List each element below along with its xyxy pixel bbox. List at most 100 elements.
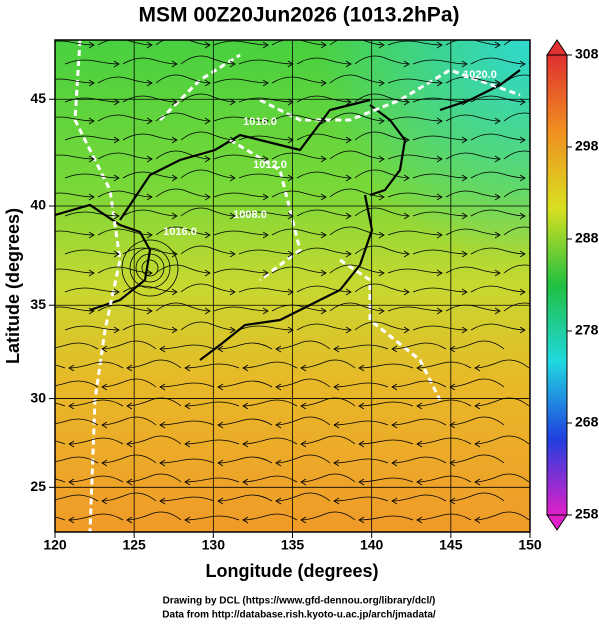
streamline [445, 114, 501, 122]
streamline [354, 321, 410, 331]
streamline [445, 228, 501, 236]
stream-arrow [184, 364, 191, 372]
stream-arrow [519, 98, 526, 106]
colorbar-extend [546, 39, 568, 56]
stream-arrow [300, 402, 307, 410]
streamline [68, 361, 124, 369]
stream-arrow [171, 136, 178, 144]
contour-label: 1008.0 [233, 209, 267, 221]
stream-arrow [217, 497, 224, 505]
streamline [180, 169, 236, 179]
streamline [391, 494, 447, 502]
stream-arrow [320, 231, 327, 239]
stream-arrow [378, 41, 385, 49]
vortex [121, 239, 179, 297]
stream-arrow [416, 440, 423, 448]
streamline [474, 397, 530, 407]
streamline [159, 382, 215, 388]
stream-arrow [287, 136, 294, 144]
stream-arrow [391, 497, 398, 505]
streamline [55, 402, 66, 407]
streamline [503, 188, 530, 198]
stream-arrow [449, 345, 456, 353]
streamline [180, 55, 236, 65]
stream-arrow [358, 478, 365, 486]
streamline [68, 399, 124, 407]
stream-arrow [519, 136, 526, 144]
streamline [474, 435, 530, 445]
stream-arrow [44, 422, 49, 428]
streamline [0, 421, 40, 425]
streamline [238, 287, 294, 293]
streamline [354, 245, 410, 255]
stream-arrow [378, 307, 385, 315]
streamline [358, 401, 414, 407]
stream-arrow [126, 402, 133, 410]
stream-arrow [461, 326, 468, 334]
stream-arrow [403, 174, 410, 182]
stream-arrow [68, 440, 75, 448]
streamline [449, 378, 505, 388]
streamline [55, 116, 95, 122]
streamline [271, 190, 327, 198]
streamline [329, 74, 385, 84]
stream-arrow [333, 383, 340, 391]
stream-arrow [578, 61, 583, 67]
stream-arrow [101, 497, 108, 505]
stream-arrow [358, 402, 365, 410]
stream-arrow [300, 440, 307, 448]
streamline [184, 439, 240, 445]
streamline [242, 361, 298, 369]
streamline [416, 513, 472, 521]
streamline [275, 378, 331, 388]
stream-arrow [126, 516, 133, 524]
streamline [296, 133, 352, 141]
streamline [122, 95, 178, 103]
streamline [55, 478, 66, 483]
stream-arrow [519, 212, 526, 220]
streamline [122, 323, 178, 331]
streamline [55, 154, 95, 160]
streamline [97, 152, 153, 160]
stream-arrow [126, 440, 133, 448]
streamline [445, 190, 501, 198]
streamline [300, 397, 356, 407]
stream-arrow [146, 41, 153, 49]
stream-arrow [391, 421, 398, 429]
stream-arrow [345, 288, 352, 296]
stream-arrow [217, 383, 224, 391]
y-tick-label: 25 [30, 478, 46, 494]
streamline [55, 306, 95, 312]
stream-arrow [113, 250, 120, 258]
x-tick-label: 145 [439, 537, 463, 553]
stream-arrow [68, 478, 75, 486]
streamline [64, 135, 120, 141]
stream-arrow [461, 174, 468, 182]
streamline [126, 397, 182, 407]
streamline [387, 40, 443, 46]
stream-arrow [113, 60, 120, 68]
streamline [333, 344, 389, 350]
streamline [122, 133, 178, 141]
stream-arrow [217, 345, 224, 353]
streamline [213, 154, 269, 160]
stream-arrow [378, 269, 385, 277]
streamline [238, 135, 294, 141]
streamline [329, 150, 385, 160]
streamline [242, 475, 298, 483]
stream-arrow [578, 99, 583, 105]
stream-arrow [159, 497, 166, 505]
stream-arrow [146, 231, 153, 239]
streamline [97, 266, 153, 274]
stream-arrow [461, 136, 468, 144]
streamline [387, 230, 443, 236]
streamline [275, 416, 331, 426]
streamline [101, 340, 157, 350]
stream-arrow [113, 174, 120, 182]
stream-arrow [184, 516, 191, 524]
stream-arrow [88, 307, 95, 315]
stream-arrow [88, 41, 95, 49]
streamline [354, 131, 410, 141]
stream-arrow [300, 364, 307, 372]
stream-arrow [320, 41, 327, 49]
